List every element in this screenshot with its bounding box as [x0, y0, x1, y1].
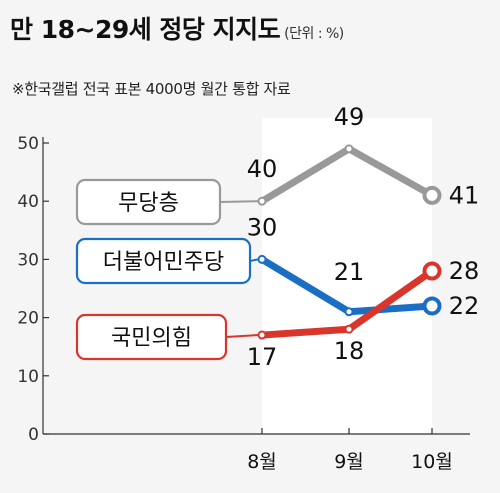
- chart-subtitle: ※한국갤럽 전국 표본 4000명 월간 통합 자료: [12, 80, 291, 98]
- data-point: [257, 330, 267, 340]
- y-tick-label: 0: [28, 425, 39, 445]
- data-label: 41: [449, 181, 480, 209]
- data-point: [344, 144, 354, 154]
- legend-box: [75, 178, 222, 226]
- y-tick-label: 50: [17, 134, 39, 154]
- data-label: 21: [334, 258, 365, 286]
- y-tick-label: 30: [17, 250, 39, 270]
- x-tick-label: 9월: [334, 451, 364, 473]
- data-point: [344, 324, 354, 334]
- title-text: 만 18~29세 정당 지지도: [10, 15, 281, 44]
- legend-label: 더불어민주당: [103, 250, 224, 275]
- legend-connector: [219, 200, 259, 203]
- data-point: [257, 254, 267, 264]
- data-label: 30: [247, 213, 278, 241]
- data-point: [422, 296, 442, 316]
- data-label: 17: [247, 343, 278, 371]
- data-point: [257, 196, 267, 206]
- legend-connector: [225, 334, 259, 338]
- chart-title: 만 18~29세 정당 지지도 (단위 : %): [10, 10, 344, 46]
- x-tick-label: 8월: [247, 451, 277, 473]
- data-label: 18: [334, 337, 365, 365]
- data-label: 28: [449, 257, 480, 285]
- x-tick-label: 10월: [411, 451, 453, 473]
- data-point: [422, 185, 442, 205]
- data-point: [344, 307, 354, 317]
- data-label: 22: [449, 292, 480, 320]
- legend-box: [75, 313, 228, 361]
- data-label: 49: [334, 103, 365, 131]
- legend-box: [75, 237, 252, 285]
- y-tick-label: 40: [17, 192, 39, 212]
- legend-label: 국민의힘: [111, 326, 192, 351]
- y-tick-label: 20: [17, 309, 39, 329]
- legend-label: 무당층: [118, 191, 179, 216]
- data-label: 40: [247, 155, 278, 183]
- legend-connector: [249, 258, 259, 262]
- y-tick-label: 10: [17, 367, 39, 387]
- unit-label: (단위 : %): [284, 26, 344, 42]
- data-point: [422, 261, 442, 281]
